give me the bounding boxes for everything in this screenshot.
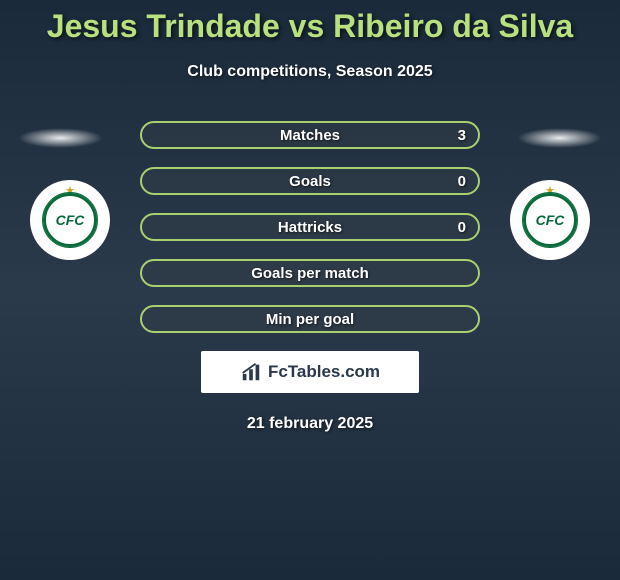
stat-label: Min per goal [266, 311, 354, 328]
stat-row-goals-per-match: Goals per match [140, 259, 480, 287]
stat-row-hattricks: Hattricks 0 [140, 213, 480, 241]
date-label: 21 february 2025 [0, 415, 620, 433]
player-placeholder-right [517, 128, 602, 148]
stat-row-goals: Goals 0 [140, 167, 480, 195]
badge-text: CFC [56, 212, 85, 228]
club-badge-right: ★ CFC [510, 180, 590, 260]
badge-inner: CFC [523, 193, 577, 247]
badge-inner: CFC [43, 193, 97, 247]
badge-text: CFC [536, 212, 565, 228]
stat-row-matches: Matches 3 [140, 121, 480, 149]
club-badge-left: ★ CFC [30, 180, 110, 260]
stat-label: Goals [289, 173, 331, 190]
stat-label: Goals per match [251, 265, 369, 282]
player-placeholder-left [18, 128, 103, 148]
stat-value: 3 [458, 127, 466, 144]
brand-logo: FcTables.com [201, 351, 419, 393]
stat-label: Hattricks [278, 219, 342, 236]
brand-text: FcTables.com [268, 362, 380, 382]
subtitle: Club competitions, Season 2025 [0, 63, 620, 81]
stat-value: 0 [458, 173, 466, 190]
stat-row-min-per-goal: Min per goal [140, 305, 480, 333]
stat-label: Matches [280, 127, 340, 144]
stat-value: 0 [458, 219, 466, 236]
page-title: Jesus Trindade vs Ribeiro da Silva [0, 0, 620, 45]
chart-icon [240, 361, 262, 383]
